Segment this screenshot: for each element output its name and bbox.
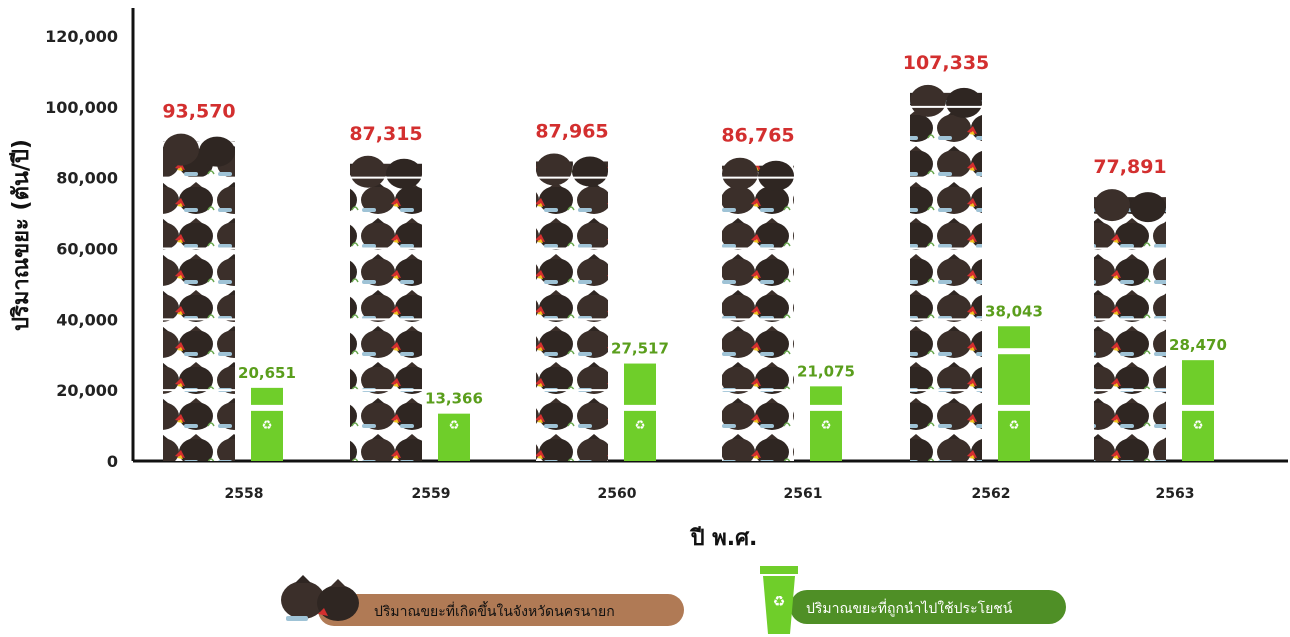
garbage-value-label: 87,315 <box>349 123 422 145</box>
recycle-icon: ♻ <box>821 418 832 432</box>
garbage-value-label: 93,570 <box>162 101 235 123</box>
bin-rim <box>996 404 1032 411</box>
legend-label-recycled: ปริมาณขยะที่ถูกนำไปใช้ประโยชน์ <box>806 599 1013 617</box>
recycled-bar <box>251 387 283 461</box>
garbage-bag-icon <box>281 575 359 621</box>
recycle-icon: ♻ <box>1193 418 1204 432</box>
garbage-bag-top <box>163 133 199 166</box>
legend-item-garbage: ปริมาณขยะที่เกิดขึ้นในจังหวัดนครนายก <box>281 575 684 626</box>
recycle-icon: ♻ <box>635 418 646 432</box>
x-tick-label: 2559 <box>412 486 451 502</box>
garbage-bag-top <box>1094 189 1130 222</box>
recycled-bars: ♻ 20,651 ♻ 13,366 ♻ 27,517 ♻ 21,075 ♻ 38,043 ♻ 28,4… <box>238 302 1227 461</box>
recycled-value-label: 21,075 <box>797 362 855 380</box>
x-axis-title: ปี พ.ศ. <box>689 526 757 551</box>
legend: ปริมาณขยะที่เกิดขึ้นในจังหวัดนครนายก ♻ ป… <box>281 566 1066 634</box>
y-tick-label: 120,000 <box>45 27 118 46</box>
garbage-bag-top <box>572 156 608 187</box>
garbage-bag-top <box>910 84 946 117</box>
bin-rim <box>996 348 1032 355</box>
recycle-icon: ♻ <box>449 418 460 432</box>
garbage-bag-top <box>946 87 982 118</box>
bin-rim <box>622 404 658 411</box>
garbage-bag-top <box>199 136 235 167</box>
recycled-bar <box>810 386 842 461</box>
garbage-value-label: 86,765 <box>721 125 794 147</box>
y-tick-label: 20,000 <box>56 381 118 400</box>
legend-bar-garbage <box>318 594 684 626</box>
recycled-bar <box>998 326 1030 461</box>
garbage-bag-top <box>536 153 572 186</box>
garbage-bar <box>910 92 982 461</box>
y-tick-label: 100,000 <box>45 98 118 117</box>
recycled-value-label: 38,043 <box>985 302 1043 320</box>
garbage-value-label: 107,335 <box>903 52 990 74</box>
x-tick-label: 2563 <box>1156 486 1195 502</box>
garbage-bar <box>1094 197 1166 461</box>
y-tick-label: 60,000 <box>56 240 118 259</box>
garbage-bag-top <box>350 155 386 188</box>
y-tick-labels: 0 20,000 40,000 60,000 80,000 100,000 120,000 <box>45 27 118 471</box>
x-tick-label: 2561 <box>784 486 823 502</box>
bin-rim <box>249 404 285 411</box>
recycle-bin-icon: ♻ <box>760 566 798 634</box>
recycle-icon: ♻ <box>262 418 273 432</box>
y-tick-label: 0 <box>107 452 118 471</box>
legend-item-recycled: ♻ ปริมาณขยะที่ถูกนำไปใช้ประโยชน์ <box>760 566 1066 634</box>
garbage-bar <box>722 165 794 462</box>
garbage-bar <box>163 141 235 461</box>
recycled-bar <box>624 363 656 461</box>
recycled-value-label: 13,366 <box>425 390 483 408</box>
garbage-value-label: 87,965 <box>535 120 608 142</box>
recycled-value-label: 27,517 <box>611 340 669 358</box>
recycled-bar <box>438 413 470 461</box>
y-axis-title: ปริมาณขยะ (ตัน/ปี) <box>9 139 34 331</box>
x-tick-label: 2562 <box>972 486 1011 502</box>
garbage-bag-top <box>722 157 758 190</box>
legend-bar-recycled <box>790 590 1066 624</box>
x-tick-label: 2560 <box>598 486 637 502</box>
y-tick-label: 80,000 <box>56 169 118 188</box>
garbage-bars: 93,570 87,315 87,965 86,765 107,335 77,891 <box>161 52 1168 462</box>
x-tick-labels: 2558 2559 2560 2561 2562 2563 <box>225 486 1195 502</box>
bin-rim <box>1180 404 1216 411</box>
garbage-bag-top <box>1130 192 1166 223</box>
garbage-bar <box>350 163 422 461</box>
garbage-bag-top <box>386 158 422 189</box>
garbage-bar <box>536 161 608 462</box>
legend-label-garbage: ปริมาณขยะที่เกิดขึ้นในจังหวัดนครนายก <box>374 601 615 620</box>
recycled-value-label: 20,651 <box>238 364 296 382</box>
garbage-bag-top <box>758 160 794 191</box>
garbage-value-label: 77,891 <box>1093 156 1166 178</box>
x-tick-label: 2558 <box>225 486 264 502</box>
recycled-value-label: 28,470 <box>1169 336 1227 354</box>
y-tick-label: 40,000 <box>56 310 118 329</box>
bin-rim <box>808 404 844 411</box>
recycle-icon: ♻ <box>1009 418 1020 432</box>
svg-text:♻: ♻ <box>773 594 786 610</box>
